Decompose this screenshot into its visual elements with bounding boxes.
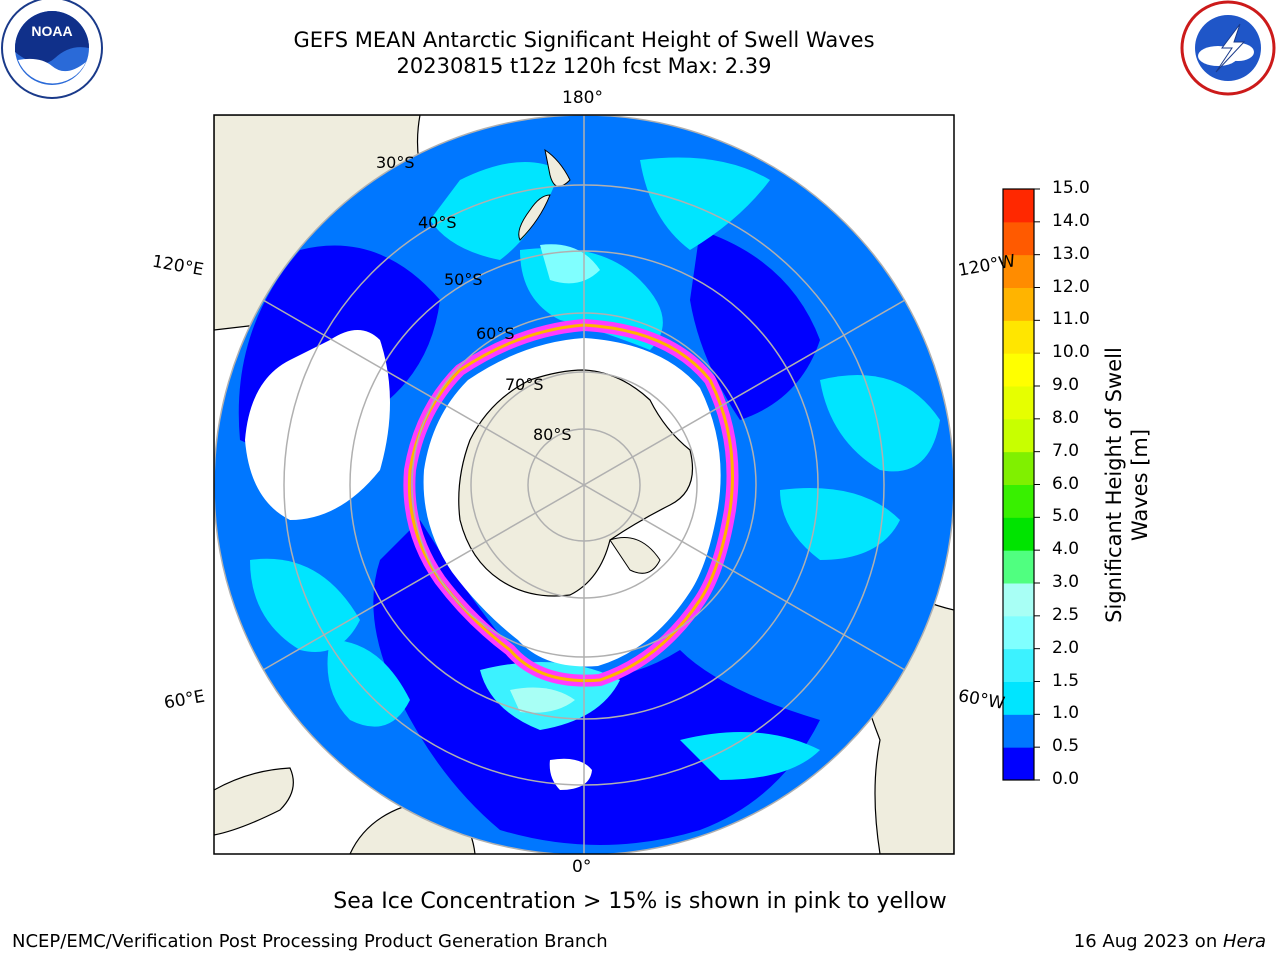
credit-text: NCEP/EMC/Verification Post Processing Pr… bbox=[12, 931, 608, 952]
lat-label-70s: 70°S bbox=[505, 375, 544, 394]
colorbar-swatch bbox=[1003, 517, 1034, 551]
map-frame bbox=[213, 114, 955, 855]
date-stamp: 16 Aug 2023 on Hera bbox=[1074, 931, 1266, 952]
colorbar-tick-label: 0.5 bbox=[1052, 736, 1080, 757]
colorbar-swatch bbox=[1003, 287, 1034, 321]
colorbar-tick-label: 2.0 bbox=[1052, 637, 1080, 658]
colorbar-swatch bbox=[1003, 221, 1034, 256]
machine-name: Hera bbox=[1222, 931, 1266, 952]
colorbar-swatch bbox=[1003, 418, 1034, 453]
colorbar-swatch bbox=[1003, 714, 1034, 748]
colorbar-tick-label: 9.0 bbox=[1052, 375, 1080, 395]
colorbar-tick-label: 1.5 bbox=[1052, 670, 1080, 691]
colorbar bbox=[1003, 188, 1040, 781]
map-title: GEFS MEAN Antarctic Significant Height o… bbox=[293, 28, 875, 52]
colorbar-swatch bbox=[1003, 648, 1034, 682]
colorbar-swatch bbox=[1003, 189, 1034, 223]
colorbar-tick-label: 13.0 bbox=[1052, 243, 1090, 264]
lat-label-60s: 60°S bbox=[476, 324, 515, 343]
colorbar-swatch bbox=[1003, 386, 1034, 420]
lat-label-50s: 50°S bbox=[444, 270, 483, 289]
colorbar-tick-label: 1.0 bbox=[1052, 703, 1080, 724]
colorbar-frame bbox=[1002, 188, 1035, 781]
colorbar-swatch bbox=[1003, 451, 1034, 485]
colorbar-tick-label: 8.0 bbox=[1052, 407, 1080, 428]
colorbar-tick-label: 5.0 bbox=[1052, 506, 1080, 527]
colorbar-tick-label: 10.0 bbox=[1052, 342, 1090, 363]
map-subtitle: 20230815 t12z 120h fcst Max: 2.39 bbox=[396, 54, 772, 78]
noaa-logo: NOAA bbox=[1, 0, 103, 99]
colorbar-swatch bbox=[1003, 583, 1034, 617]
graticule bbox=[214, 115, 954, 854]
colorbar-tick-label: 12.0 bbox=[1052, 276, 1090, 297]
colorbar-swatch bbox=[1003, 320, 1034, 354]
colorbar-swatch bbox=[1003, 747, 1034, 781]
colorbar-swatch bbox=[1003, 484, 1034, 518]
lat-label-40s: 40°S bbox=[418, 213, 457, 232]
noaa-logo-text: NOAA bbox=[31, 23, 72, 39]
colorbar-swatch bbox=[1003, 550, 1034, 584]
date-text: 16 Aug 2023 on bbox=[1073, 931, 1223, 952]
colorbar-swatch bbox=[1003, 615, 1034, 650]
nws-logo bbox=[1180, 0, 1276, 96]
colorbar-tick-label: 6.0 bbox=[1052, 473, 1080, 494]
colorbar-swatch bbox=[1003, 681, 1034, 715]
colorbar-tick-label: 7.0 bbox=[1052, 440, 1080, 461]
colorbar-tick-label: 4.0 bbox=[1052, 539, 1080, 560]
lat-label-80s: 80°S bbox=[533, 425, 572, 444]
lon-label-0: 0° bbox=[572, 857, 592, 877]
colorbar-swatch bbox=[1003, 254, 1034, 288]
colorbar-tick-label: 15.0 bbox=[1052, 178, 1090, 198]
lon-label-180: 180° bbox=[562, 88, 603, 108]
colorbar-tick-label: 0.0 bbox=[1052, 769, 1080, 789]
map-panel bbox=[214, 115, 954, 854]
colorbar-tick-label: 11.0 bbox=[1052, 309, 1090, 330]
sea-ice-note: Sea Ice Concentration > 15% is shown in … bbox=[333, 889, 947, 914]
colorbar-tick-label: 14.0 bbox=[1052, 210, 1090, 231]
lat-label-30s: 30°S bbox=[376, 153, 415, 172]
colorbar-tick-label: 2.5 bbox=[1052, 604, 1080, 625]
colorbar-swatch bbox=[1003, 353, 1034, 387]
colorbar-label: Significant Height of Swell Waves [m] bbox=[1102, 347, 1152, 623]
colorbar-tick-label: 3.0 bbox=[1052, 572, 1080, 592]
